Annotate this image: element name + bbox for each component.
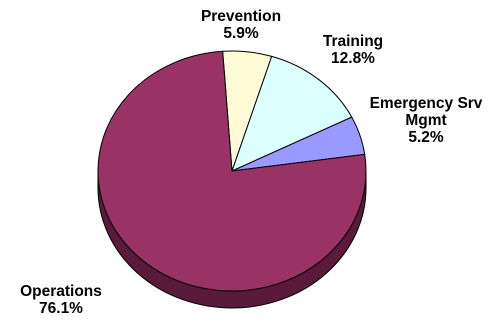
- slice-value-prevention: 5.9%: [223, 25, 259, 42]
- slice-label-emergency-srv-mgmt: Emergency Srv Mgmt 5.2%: [356, 95, 496, 146]
- slice-value-training: 12.8%: [331, 50, 375, 67]
- slice-name-emergency-srv-mgmt-line1: Emergency Srv: [369, 95, 483, 112]
- pie-slice-training: [231, 55, 353, 172]
- slice-label-prevention: Prevention 5.9%: [191, 8, 291, 42]
- slice-value-emergency-srv-mgmt: 5.2%: [408, 129, 444, 146]
- slice-name-emergency-srv-mgmt-line2: Mgmt: [405, 112, 447, 129]
- slice-value-operations: 76.1%: [39, 300, 83, 317]
- slice-name-prevention: Prevention: [200, 8, 282, 25]
- pie-slice-operations: [97, 50, 367, 292]
- slice-name-operations: Operations: [20, 283, 102, 300]
- slice-label-training: Training 12.8%: [303, 33, 403, 67]
- slice-label-operations: Operations 76.1%: [2, 283, 120, 317]
- pie-slices: [97, 50, 367, 292]
- slice-name-training: Training: [322, 33, 384, 50]
